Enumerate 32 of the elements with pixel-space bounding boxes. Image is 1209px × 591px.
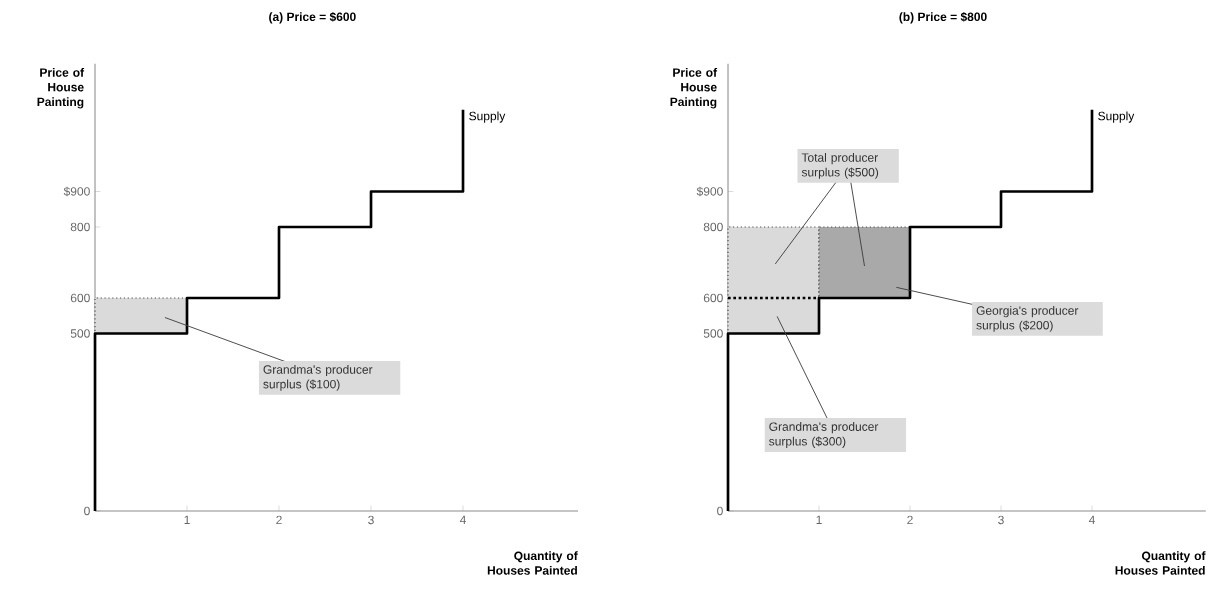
chart-title: (a) Price = $600 xyxy=(269,12,356,24)
y-tick-label: 500 xyxy=(70,329,90,338)
y-tick-label: 600 xyxy=(70,293,90,303)
y-tick-label: 800 xyxy=(70,222,90,232)
line-series xyxy=(726,108,1094,513)
y-tick-label: $900 xyxy=(63,186,90,197)
x-tick-label: 1 xyxy=(816,515,822,524)
y-axis-title: Price of House Painting xyxy=(670,67,718,109)
y-axis-title: Price of House Painting xyxy=(37,67,85,109)
line-series xyxy=(93,108,465,513)
y-tick-label: $900 xyxy=(696,186,723,197)
x-axis-title: Quantity of Houses Painted xyxy=(487,551,578,575)
annotation: Grandma's producer surplus ($100) xyxy=(263,364,373,391)
x-tick-label: 2 xyxy=(907,515,913,525)
y-tick-label: 500 xyxy=(703,329,723,338)
y-tick-label: 800 xyxy=(703,222,723,232)
annotation: Georgia's producer surplus ($200) xyxy=(976,306,1079,332)
y-tick-label: 0 xyxy=(717,506,723,516)
y-tick-label: 0 xyxy=(84,506,90,516)
x-tick-label: 2 xyxy=(276,515,282,525)
x-tick-label: 4 xyxy=(459,515,466,524)
x-tick-label: 4 xyxy=(1088,515,1095,524)
annotation: Grandma's producer surplus ($300) xyxy=(769,422,879,448)
x-axis-title: Quantity of Houses Painted xyxy=(1115,551,1206,575)
series-label: Supply xyxy=(1098,111,1135,123)
x-tick-label: 1 xyxy=(184,515,190,524)
y-tick-label: 600 xyxy=(703,293,723,303)
x-tick-label: 3 xyxy=(368,515,374,525)
x-tick-label: 3 xyxy=(998,515,1004,525)
series-label: Supply xyxy=(469,111,506,123)
annotation: Total producer surplus ($500) xyxy=(801,153,879,179)
chart-title: (b) Price = $800 xyxy=(899,12,987,24)
